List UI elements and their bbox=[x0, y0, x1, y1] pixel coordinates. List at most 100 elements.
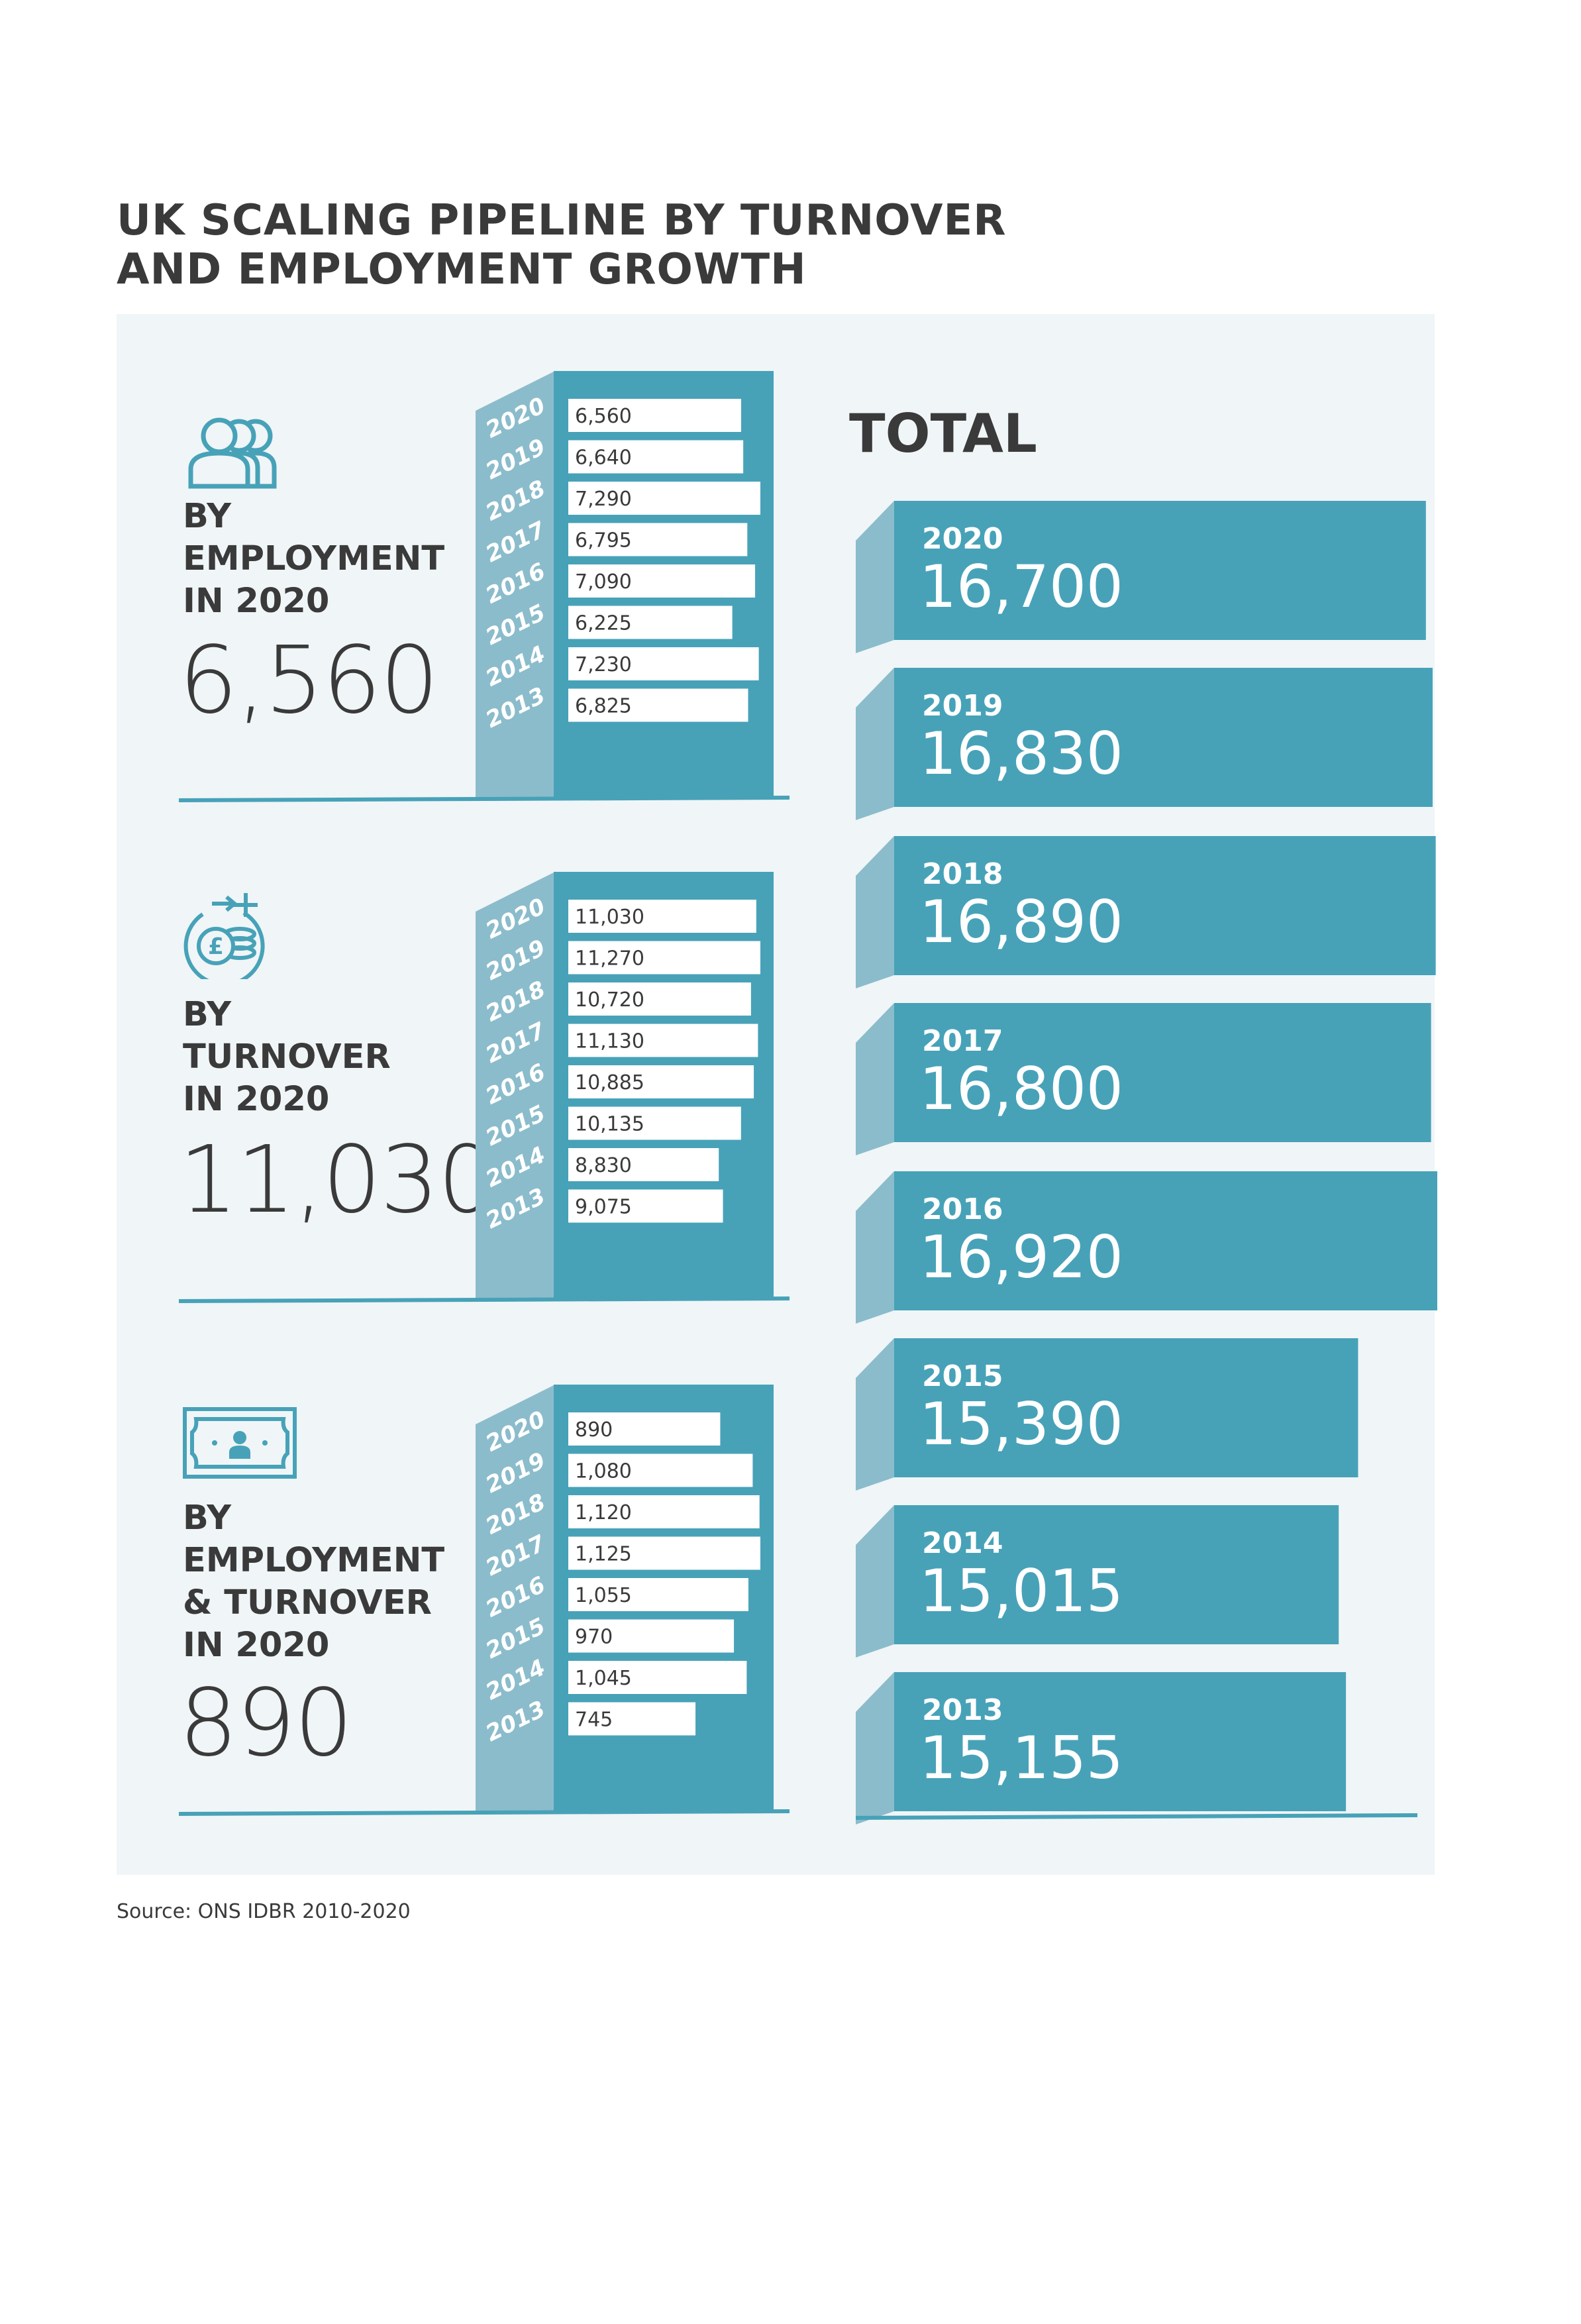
total-bar-side bbox=[856, 668, 894, 820]
total-year-label: 2015 bbox=[922, 1359, 1003, 1393]
employment-label: BY EMPLOYMENT IN 2020 bbox=[183, 497, 445, 621]
baseline bbox=[178, 1809, 790, 1816]
bar-value-label: 8,830 bbox=[575, 1154, 632, 1177]
bar bbox=[568, 647, 759, 680]
bar-value-label: 10,885 bbox=[575, 1071, 644, 1094]
bar-value-label: 11,270 bbox=[575, 947, 644, 971]
bar bbox=[568, 1495, 760, 1528]
employment-turnover-headline: 890 bbox=[179, 1669, 353, 1777]
title-line-1: UK SCALING PIPELINE BY TURNOVER bbox=[117, 196, 1007, 245]
total-year-label: 2020 bbox=[922, 522, 1003, 556]
chart-title: UK SCALING PIPELINE BY TURNOVER AND EMPL… bbox=[117, 196, 1110, 294]
total-bar-side bbox=[856, 501, 894, 653]
baseline bbox=[178, 796, 790, 802]
total-year-label: 2019 bbox=[922, 689, 1003, 723]
total-bar bbox=[894, 1003, 1431, 1142]
total-bar-side bbox=[856, 836, 894, 988]
total-year-label: 2013 bbox=[922, 1693, 1003, 1727]
bar-value-label: 970 bbox=[575, 1626, 613, 1649]
bar-value-label: 745 bbox=[575, 1709, 613, 1732]
bar bbox=[568, 941, 760, 975]
total-bar-side bbox=[856, 1505, 894, 1658]
bar bbox=[568, 1661, 747, 1694]
bar bbox=[568, 900, 756, 933]
bar bbox=[568, 399, 741, 432]
bar bbox=[568, 606, 733, 639]
bar-value-label: 10,135 bbox=[575, 1113, 644, 1136]
employment-headline: 6,560 bbox=[179, 627, 439, 735]
total-bar-side bbox=[856, 1338, 894, 1491]
employment-turnover-label: BY EMPLOYMENT & TURNOVER IN 2020 bbox=[183, 1499, 445, 1665]
building-side bbox=[476, 371, 555, 798]
total-bar bbox=[894, 501, 1426, 640]
bar bbox=[568, 1148, 719, 1181]
total-value-label: 16,700 bbox=[919, 553, 1123, 621]
total-bar-side bbox=[856, 1171, 894, 1324]
bar-value-label: 1,080 bbox=[575, 1460, 632, 1483]
bar bbox=[568, 1536, 760, 1570]
bar bbox=[568, 482, 760, 515]
bar-value-label: 6,795 bbox=[575, 529, 632, 553]
bar-value-label: 7,090 bbox=[575, 570, 632, 594]
bar-value-label: 890 bbox=[575, 1418, 613, 1442]
building-side bbox=[476, 872, 555, 1298]
bar-value-label: 6,225 bbox=[575, 612, 632, 635]
bar-value-label: 1,055 bbox=[575, 1584, 632, 1607]
turnover-label: BY TURNOVER IN 2020 bbox=[183, 995, 391, 1119]
total-value-label: 15,015 bbox=[919, 1557, 1123, 1625]
bar bbox=[568, 564, 756, 598]
total-bar bbox=[894, 668, 1433, 807]
bar bbox=[568, 1453, 753, 1487]
bar-value-label: 9,075 bbox=[575, 1196, 632, 1219]
building-side bbox=[476, 1385, 555, 1812]
bar bbox=[568, 1702, 696, 1736]
bar bbox=[568, 1619, 735, 1653]
total-heading: TOTAL bbox=[849, 403, 1037, 464]
total-bar bbox=[894, 1672, 1347, 1811]
bar-value-label: 11,130 bbox=[575, 1030, 644, 1053]
total-year-label: 2014 bbox=[922, 1526, 1003, 1560]
bar bbox=[568, 1106, 741, 1140]
bar bbox=[568, 1189, 723, 1223]
total-value-label: 16,830 bbox=[919, 719, 1123, 788]
people-icon bbox=[188, 417, 277, 489]
total-bar bbox=[894, 1505, 1339, 1644]
total-bar-side bbox=[856, 1672, 894, 1824]
bar-value-label: 1,045 bbox=[575, 1667, 632, 1690]
bar bbox=[568, 523, 748, 556]
bar-value-label: 7,230 bbox=[575, 653, 632, 676]
total-year-label: 2017 bbox=[922, 1024, 1003, 1058]
total-value-label: 15,155 bbox=[919, 1724, 1123, 1792]
bar-value-label: 6,825 bbox=[575, 695, 632, 718]
bar-value-label: 1,120 bbox=[575, 1501, 632, 1524]
total-bar bbox=[894, 836, 1436, 975]
svg-text:£: £ bbox=[208, 933, 224, 960]
total-bar bbox=[894, 1338, 1358, 1477]
bar bbox=[568, 1412, 721, 1446]
total-bar bbox=[894, 1171, 1437, 1310]
bar bbox=[568, 1024, 758, 1057]
bar bbox=[568, 982, 751, 1016]
bar-value-label: 11,030 bbox=[575, 906, 644, 929]
bar-value-label: 1,125 bbox=[575, 1543, 632, 1566]
building-chart-1: 6,56020206,64020197,29020186,79520177,09… bbox=[178, 371, 790, 802]
bar bbox=[568, 1578, 748, 1611]
total-value-label: 15,390 bbox=[919, 1390, 1123, 1458]
total-bar-side bbox=[856, 1003, 894, 1155]
pound-coins-growth-icon: £ bbox=[183, 893, 265, 979]
total-year-label: 2016 bbox=[922, 1192, 1003, 1226]
building-chart-3: 89020201,08020191,12020181,12520171,0552… bbox=[178, 1385, 790, 1816]
bar bbox=[568, 1065, 754, 1098]
bar bbox=[568, 688, 748, 722]
total-baseline bbox=[855, 1813, 1418, 1820]
total-value-label: 16,800 bbox=[919, 1055, 1123, 1123]
total-value-label: 16,920 bbox=[919, 1223, 1123, 1291]
total-value-label: 16,890 bbox=[919, 888, 1123, 956]
total-year-label: 2018 bbox=[922, 857, 1003, 891]
baseline bbox=[178, 1296, 790, 1303]
bar-value-label: 7,290 bbox=[575, 488, 632, 511]
bar-value-label: 10,720 bbox=[575, 988, 644, 1012]
bar-value-label: 6,560 bbox=[575, 405, 632, 428]
